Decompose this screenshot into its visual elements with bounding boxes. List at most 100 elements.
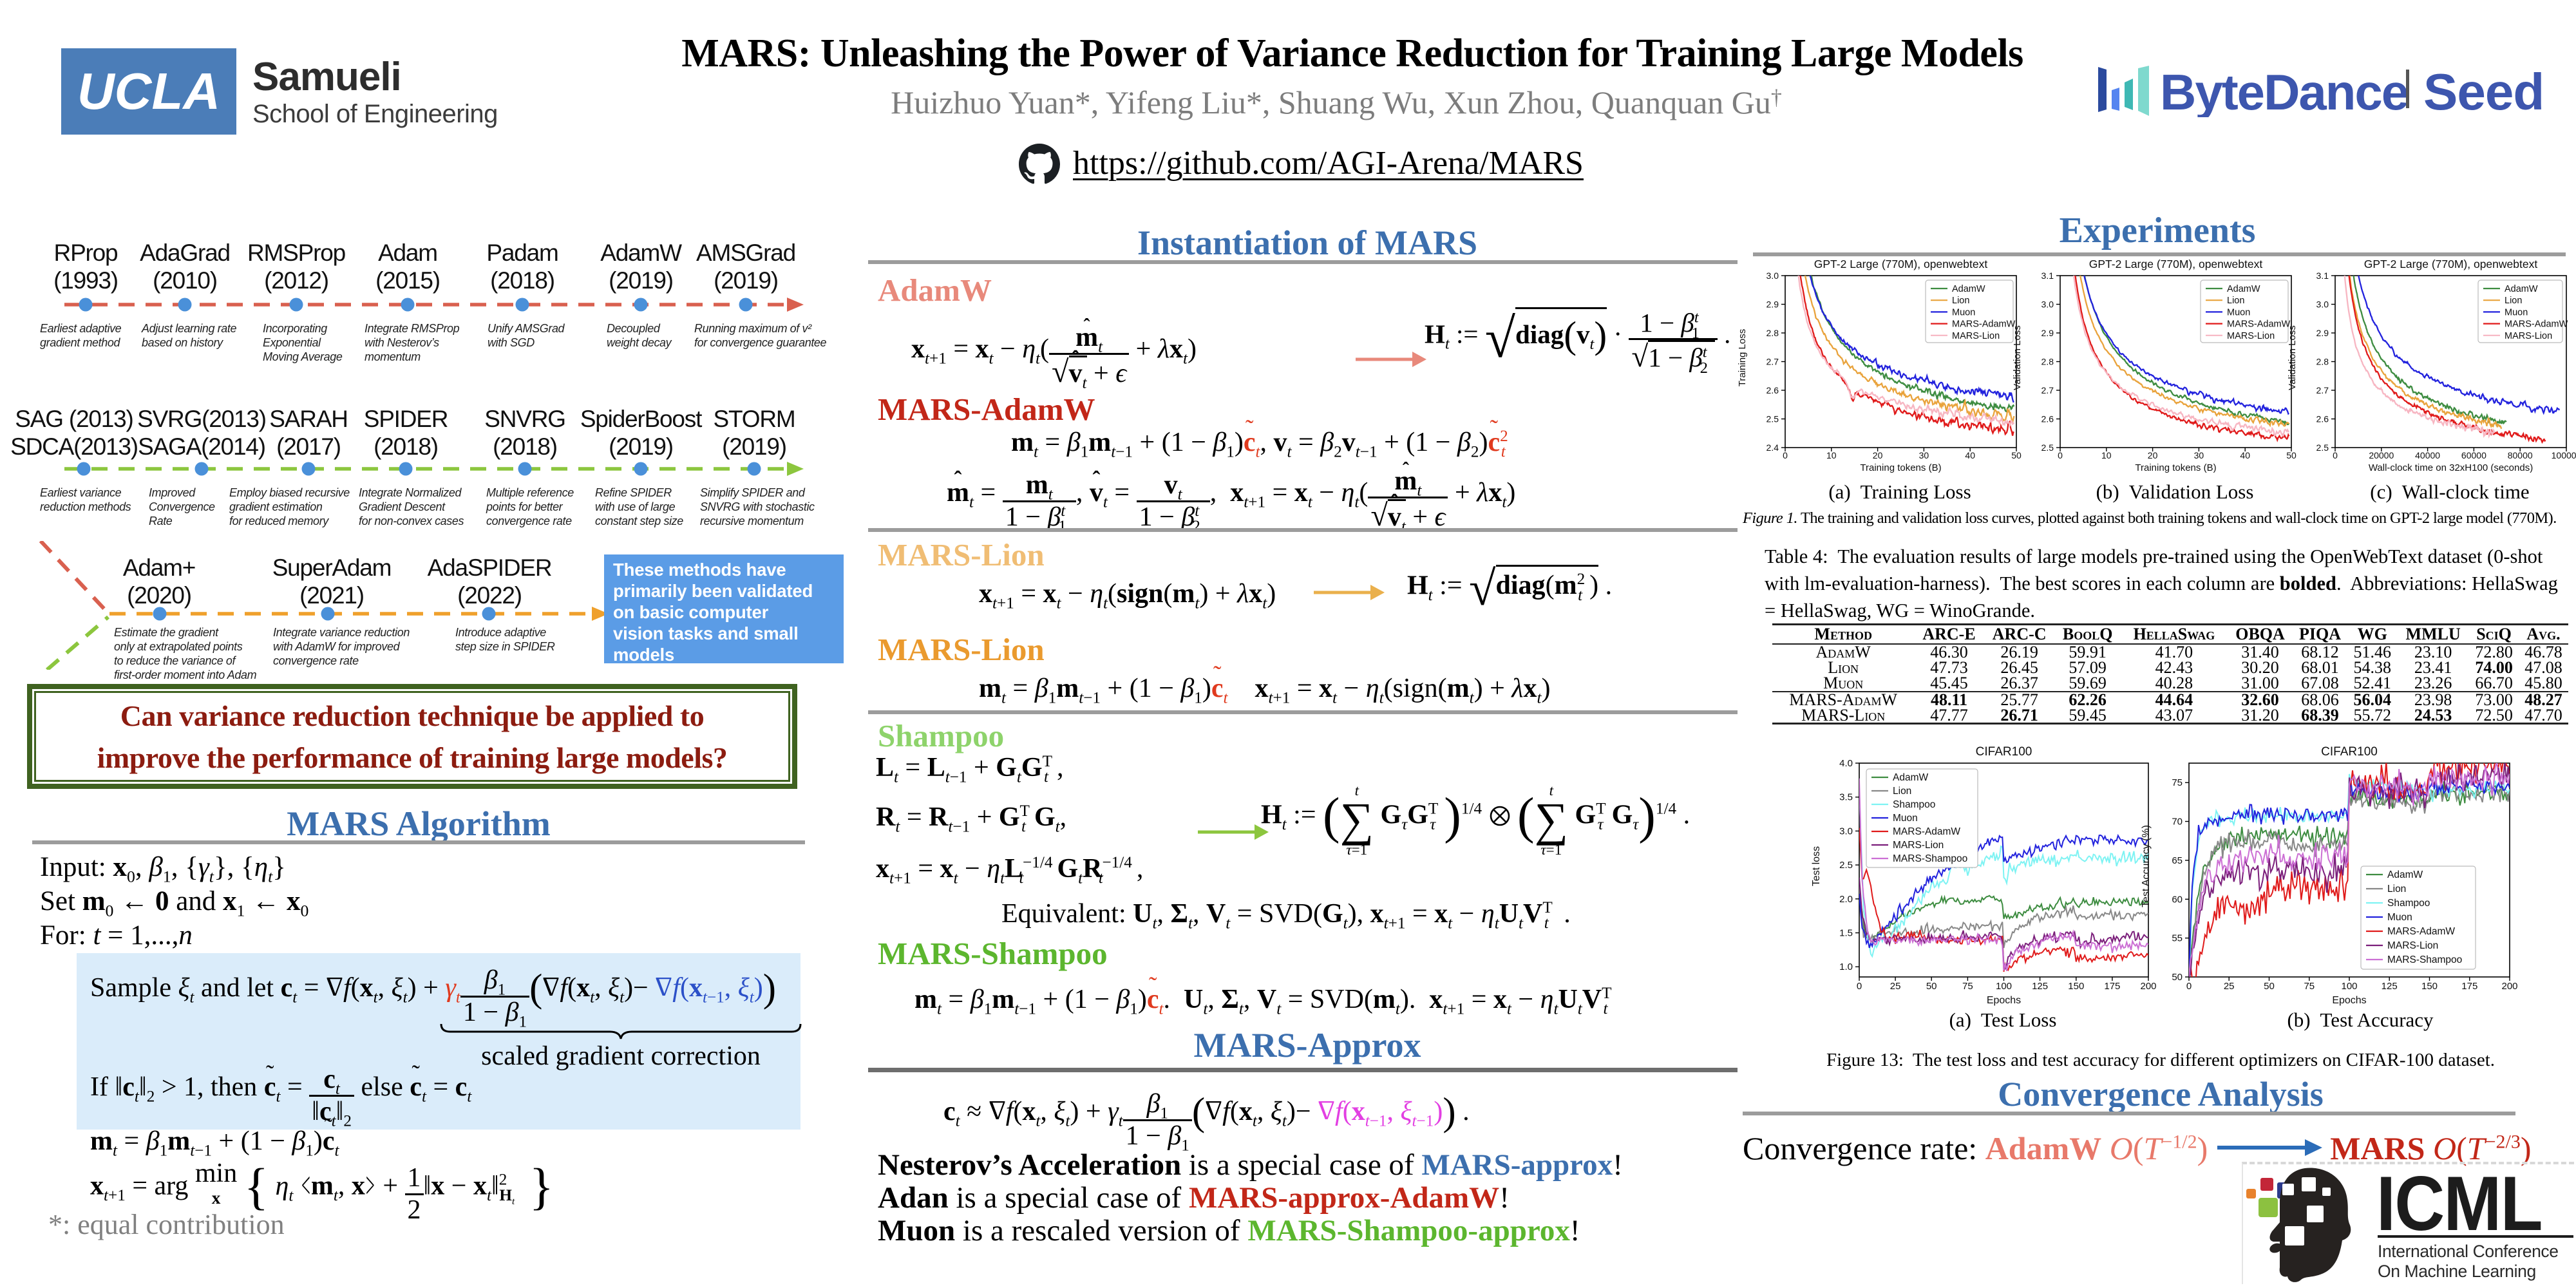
svg-text:CIFAR100: CIFAR100 — [2321, 745, 2378, 759]
svg-text:20000: 20000 — [2369, 450, 2394, 460]
svg-text:Muon: Muon — [2505, 307, 2528, 317]
svg-text:100: 100 — [1996, 981, 2012, 992]
svg-text:AdamW: AdamW — [2227, 284, 2260, 294]
svg-text:50: 50 — [1926, 981, 1937, 992]
svg-text:CIFAR100: CIFAR100 — [1976, 745, 2032, 759]
svg-text:100: 100 — [2341, 981, 2357, 992]
svg-text:2.7: 2.7 — [2041, 385, 2054, 395]
svg-text:0: 0 — [2186, 981, 2192, 992]
svg-text:60: 60 — [2172, 894, 2183, 905]
svg-text:Epochs: Epochs — [2332, 995, 2366, 1006]
svg-text:2.8: 2.8 — [2041, 357, 2054, 367]
svg-text:Lion: Lion — [2227, 296, 2244, 306]
svg-text:55: 55 — [2172, 933, 2183, 944]
svg-text:65: 65 — [2172, 855, 2183, 866]
svg-text:MARS-AdamW: MARS-AdamW — [2505, 319, 2568, 330]
svg-text:MARS-Lion: MARS-Lion — [1893, 840, 1944, 851]
svg-text:Training Loss: Training Loss — [1737, 329, 1748, 387]
svg-text:1.0: 1.0 — [1839, 961, 1853, 972]
svg-text:50: 50 — [2011, 450, 2022, 460]
svg-text:200: 200 — [2501, 981, 2517, 992]
svg-text:40: 40 — [2240, 450, 2250, 460]
svg-text:3.0: 3.0 — [1766, 270, 1779, 281]
svg-text:Training tokens (B): Training tokens (B) — [1860, 462, 1941, 473]
svg-text:70: 70 — [2172, 817, 2183, 828]
svg-text:40: 40 — [1965, 450, 1975, 460]
svg-text:2.4: 2.4 — [1766, 442, 1779, 453]
svg-text:AdamW: AdamW — [2387, 869, 2423, 880]
svg-text:75: 75 — [2304, 981, 2315, 992]
svg-text:2.8: 2.8 — [2316, 357, 2329, 367]
svg-text:3.1: 3.1 — [2041, 270, 2054, 281]
svg-text:GPT-2 Large (770M), openwebtex: GPT-2 Large (770M), openwebtext — [2364, 258, 2538, 270]
svg-text:2.9: 2.9 — [1766, 299, 1779, 310]
svg-text:60000: 60000 — [2461, 450, 2486, 460]
svg-text:Lion: Lion — [1893, 786, 1911, 797]
svg-text:Validation Loss: Validation Loss — [2012, 325, 2023, 390]
svg-text:30: 30 — [2194, 450, 2204, 460]
svg-text:GPT-2 Large (770M), openwebtex: GPT-2 Large (770M), openwebtext — [2089, 258, 2263, 270]
svg-text:Test loss: Test loss — [1811, 846, 1822, 886]
svg-text:MARS-AdamW: MARS-AdamW — [2387, 926, 2455, 937]
svg-text:125: 125 — [2382, 981, 2398, 992]
svg-text:0: 0 — [2333, 450, 2338, 460]
svg-text:MARS-Lion: MARS-Lion — [2227, 331, 2275, 341]
svg-text:Muon: Muon — [1893, 813, 1918, 824]
svg-text:3.5: 3.5 — [1839, 792, 1853, 803]
svg-text:2.5: 2.5 — [2316, 442, 2329, 453]
svg-text:10: 10 — [1826, 450, 1837, 460]
svg-text:2.5: 2.5 — [1839, 860, 1853, 871]
svg-text:2.9: 2.9 — [2041, 328, 2054, 338]
svg-text:Muon: Muon — [2387, 912, 2412, 923]
svg-text:GPT-2 Large (770M), openwebtex: GPT-2 Large (770M), openwebtext — [1814, 258, 1988, 270]
svg-text:2.7: 2.7 — [1766, 357, 1779, 367]
svg-text:10: 10 — [2101, 450, 2112, 460]
svg-text:Muon: Muon — [1952, 307, 1975, 317]
svg-text:175: 175 — [2104, 981, 2120, 992]
svg-text:Training tokens (B): Training tokens (B) — [2135, 462, 2216, 473]
svg-text:175: 175 — [2461, 981, 2477, 992]
svg-text:40000: 40000 — [2415, 450, 2440, 460]
svg-text:75: 75 — [2172, 777, 2183, 788]
svg-text:Lion: Lion — [1952, 296, 1969, 306]
svg-text:50: 50 — [2286, 450, 2297, 460]
svg-text:0: 0 — [1857, 981, 1862, 992]
svg-text:20: 20 — [1873, 450, 1883, 460]
svg-text:AdamW: AdamW — [1893, 772, 1928, 783]
svg-text:MARS-Shampoo: MARS-Shampoo — [2387, 954, 2462, 965]
svg-text:Shampoo: Shampoo — [2387, 898, 2430, 909]
svg-text:AdamW: AdamW — [2505, 284, 2538, 294]
svg-text:Lion: Lion — [2387, 884, 2406, 895]
svg-text:150: 150 — [2068, 981, 2084, 992]
svg-text:Seed: Seed — [2423, 66, 2544, 117]
svg-text:2.7: 2.7 — [2316, 385, 2329, 395]
svg-text:Lion: Lion — [2505, 296, 2522, 306]
svg-text:2.9: 2.9 — [2316, 328, 2329, 338]
svg-text:MARS-AdamW: MARS-AdamW — [1952, 319, 2016, 330]
svg-text:2.5: 2.5 — [1766, 414, 1779, 424]
svg-text:MARS-Lion: MARS-Lion — [2505, 331, 2552, 341]
svg-text:30: 30 — [1919, 450, 1929, 460]
svg-text:Wall-clock time on 32xH100 (se: Wall-clock time on 32xH100 (seconds) — [2369, 462, 2533, 473]
svg-text:2.8: 2.8 — [1766, 328, 1779, 338]
svg-text:100000: 100000 — [2552, 450, 2576, 460]
svg-text:0: 0 — [2058, 450, 2063, 460]
svg-text:150: 150 — [2421, 981, 2438, 992]
svg-text:3.0: 3.0 — [2316, 299, 2329, 310]
svg-text:2.6: 2.6 — [1766, 385, 1779, 395]
svg-text:MARS-Shampoo: MARS-Shampoo — [1893, 853, 1967, 864]
svg-text:Muon: Muon — [2227, 307, 2250, 317]
svg-text:MARS-Lion: MARS-Lion — [2387, 940, 2438, 951]
svg-text:0: 0 — [1783, 450, 1788, 460]
svg-text:125: 125 — [2032, 981, 2048, 992]
svg-text:20: 20 — [2148, 450, 2158, 460]
svg-text:50: 50 — [2172, 972, 2183, 983]
svg-text:Test Accuracy (%): Test Accuracy (%) — [2141, 825, 2152, 907]
svg-text:AdamW: AdamW — [1952, 284, 1985, 294]
svg-text:80000: 80000 — [2508, 450, 2533, 460]
svg-text:75: 75 — [1962, 981, 1973, 992]
svg-text:25: 25 — [1890, 981, 1901, 992]
svg-text:2.6: 2.6 — [2041, 414, 2054, 424]
svg-text:1.5: 1.5 — [1839, 928, 1853, 939]
svg-text:ByteDance: ByteDance — [2160, 66, 2408, 117]
